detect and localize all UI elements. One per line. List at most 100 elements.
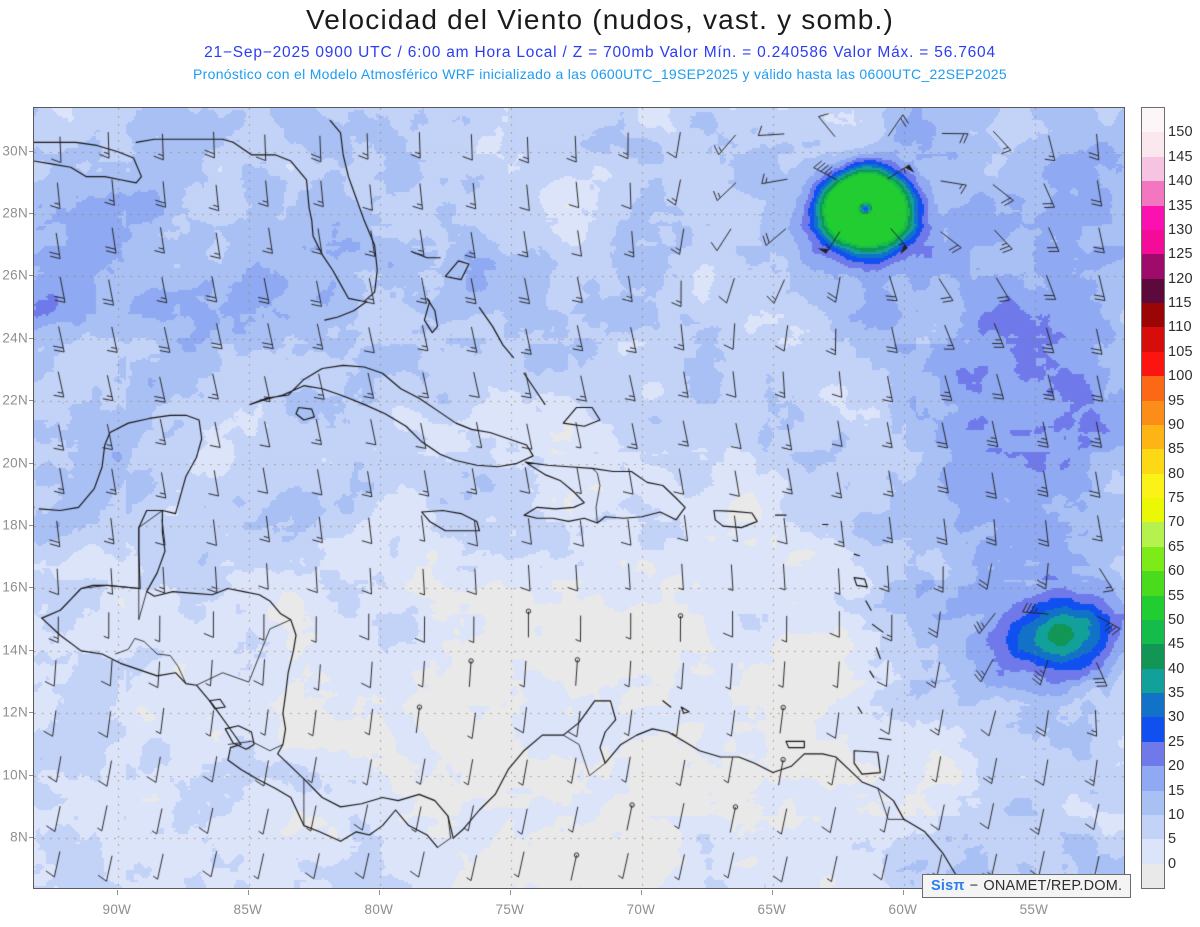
colorbar-tick-label: 30 bbox=[1168, 709, 1185, 726]
colorbar-band[interactable] bbox=[1142, 693, 1164, 718]
lat-tick-label: 10N bbox=[2, 767, 28, 783]
colorbar-labels: 0 5 10 15 20 25 30 35 40 45 50 55 60 65 70 75 80 85 90 95 10… bbox=[1168, 107, 1200, 889]
lon-tick-mark bbox=[378, 890, 380, 895]
colorbar-tick-label: 120 bbox=[1168, 270, 1193, 287]
colorbar-band[interactable] bbox=[1142, 400, 1164, 425]
lat-tick-label: 20N bbox=[2, 455, 28, 471]
lat-tick-label: 24N bbox=[2, 330, 28, 346]
colorbar-band[interactable] bbox=[1142, 156, 1164, 182]
lat-tick-label: 28N bbox=[2, 205, 28, 221]
lat-tick-label: 16N bbox=[2, 579, 28, 595]
colorbar-tick-label: 105 bbox=[1168, 343, 1193, 360]
brand-name: Sisπ bbox=[931, 878, 965, 894]
colorbar-tick-label: 95 bbox=[1168, 392, 1185, 409]
colorbar-band[interactable] bbox=[1142, 644, 1164, 669]
colorbar-tick-label: 150 bbox=[1168, 124, 1193, 141]
colorbar-tick-label: 115 bbox=[1168, 295, 1192, 311]
lon-tick-mark bbox=[640, 890, 642, 895]
colorbar-band[interactable] bbox=[1142, 181, 1164, 206]
chart-header: Velocidad del Viento (nudos, vast. y som… bbox=[0, 0, 1200, 92]
colorbar-band[interactable] bbox=[1142, 424, 1164, 450]
colorbar-band[interactable] bbox=[1142, 205, 1164, 230]
colorbar-band[interactable] bbox=[1142, 376, 1164, 401]
colorbar-tick-label: 25 bbox=[1168, 733, 1185, 750]
colorbar-band[interactable] bbox=[1142, 668, 1164, 693]
lon-tick-label: 90W bbox=[102, 902, 132, 917]
colorbar-band[interactable] bbox=[1142, 327, 1164, 352]
lat-tick-label: 22N bbox=[2, 392, 28, 408]
colorbar-tick-label: 10 bbox=[1168, 806, 1185, 823]
colorbar-band[interactable] bbox=[1142, 619, 1164, 645]
lon-tick-label: 70W bbox=[626, 902, 656, 917]
colorbar-tick-label: 80 bbox=[1168, 465, 1185, 482]
colorbar-tick-label: 100 bbox=[1168, 368, 1193, 385]
colorbar-tick-label: 5 bbox=[1168, 831, 1177, 848]
colorbar-band[interactable] bbox=[1142, 522, 1164, 547]
lon-tick-mark bbox=[771, 890, 773, 895]
colorbar-band[interactable] bbox=[1142, 571, 1164, 596]
colorbar-band[interactable] bbox=[1142, 595, 1164, 620]
colorbar-tick-label: 20 bbox=[1168, 758, 1185, 775]
colorbar-band[interactable] bbox=[1142, 108, 1164, 133]
lon-tick-label: 75W bbox=[495, 902, 525, 917]
page-title: Velocidad del Viento (nudos, vast. y som… bbox=[305, 4, 895, 35]
colorbar-tick-label: 130 bbox=[1168, 221, 1193, 238]
lat-tick-label: 18N bbox=[2, 517, 28, 533]
weather-map[interactable] bbox=[33, 107, 1125, 889]
logo-separator: − bbox=[969, 878, 979, 894]
colorbar-band[interactable] bbox=[1142, 351, 1164, 377]
colorbar-tick-label: 75 bbox=[1168, 490, 1185, 506]
subtitle-model-info: Pronóstico con el Modelo Atmosférico WRF… bbox=[193, 66, 1007, 82]
lon-tick-mark bbox=[902, 890, 904, 895]
colorbar-band[interactable] bbox=[1142, 741, 1164, 767]
colorbar-band[interactable] bbox=[1142, 254, 1164, 279]
colorbar[interactable] bbox=[1141, 107, 1165, 889]
lon-tick-label: 55W bbox=[1019, 902, 1049, 917]
colorbar-band[interactable] bbox=[1142, 766, 1164, 791]
colorbar-band[interactable] bbox=[1142, 229, 1164, 255]
colorbar-tick-label: 35 bbox=[1168, 685, 1185, 701]
lon-tick-label: 80W bbox=[364, 902, 394, 917]
colorbar-tick-label: 60 bbox=[1168, 563, 1185, 580]
colorbar-tick-label: 65 bbox=[1168, 538, 1185, 555]
lon-tick-mark bbox=[116, 890, 118, 895]
colorbar-tick-label: 15 bbox=[1168, 782, 1185, 799]
lon-tick-mark bbox=[509, 890, 511, 895]
lon-tick-label: 60W bbox=[888, 902, 918, 917]
colorbar-tick-label: 70 bbox=[1168, 514, 1185, 531]
colorbar-band[interactable] bbox=[1142, 278, 1164, 303]
colorbar-band[interactable] bbox=[1142, 814, 1164, 840]
colorbar-tick-label: 85 bbox=[1168, 441, 1185, 458]
agency-name: ONAMET/REP.DOM. bbox=[983, 878, 1123, 894]
lon-tick-label: 65W bbox=[757, 902, 787, 917]
lat-tick-label: 26N bbox=[2, 267, 28, 283]
colorbar-tick-label: 0 bbox=[1168, 855, 1177, 872]
colorbar-tick-label: 145 bbox=[1168, 148, 1193, 165]
map-render-canvas bbox=[34, 108, 1124, 888]
colorbar-tick-label: 55 bbox=[1168, 587, 1185, 604]
lat-tick-label: 30N bbox=[2, 143, 28, 159]
colorbar-band[interactable] bbox=[1142, 790, 1164, 815]
colorbar-band[interactable] bbox=[1142, 863, 1164, 888]
colorbar-tick-label: 140 bbox=[1168, 173, 1193, 190]
subtitle-valid-time: 21−Sep−2025 0900 UTC / 6:00 am Hora Loca… bbox=[204, 44, 996, 61]
lat-tick-label: 14N bbox=[2, 642, 28, 658]
colorbar-band[interactable] bbox=[1142, 473, 1164, 498]
lat-tick-label: 12N bbox=[2, 704, 28, 720]
colorbar-band[interactable] bbox=[1142, 498, 1164, 523]
colorbar-band[interactable] bbox=[1142, 839, 1164, 864]
colorbar-tick-label: 90 bbox=[1168, 416, 1185, 433]
lon-tick-label: 85W bbox=[233, 902, 263, 917]
colorbar-band[interactable] bbox=[1142, 449, 1164, 474]
lon-tick-mark bbox=[247, 890, 249, 895]
colorbar-tick-label: 135 bbox=[1168, 197, 1193, 214]
colorbar-band[interactable] bbox=[1142, 132, 1164, 157]
colorbar-tick-label: 45 bbox=[1168, 636, 1185, 653]
colorbar-tick-label: 125 bbox=[1168, 246, 1193, 263]
colorbar-band[interactable] bbox=[1142, 546, 1164, 572]
colorbar-tick-label: 110 bbox=[1168, 319, 1192, 336]
colorbar-tick-label: 50 bbox=[1168, 611, 1185, 628]
colorbar-band[interactable] bbox=[1142, 717, 1164, 742]
colorbar-band[interactable] bbox=[1142, 303, 1164, 328]
attribution-logo: Sisπ − ONAMET/REP.DOM. bbox=[922, 874, 1132, 898]
